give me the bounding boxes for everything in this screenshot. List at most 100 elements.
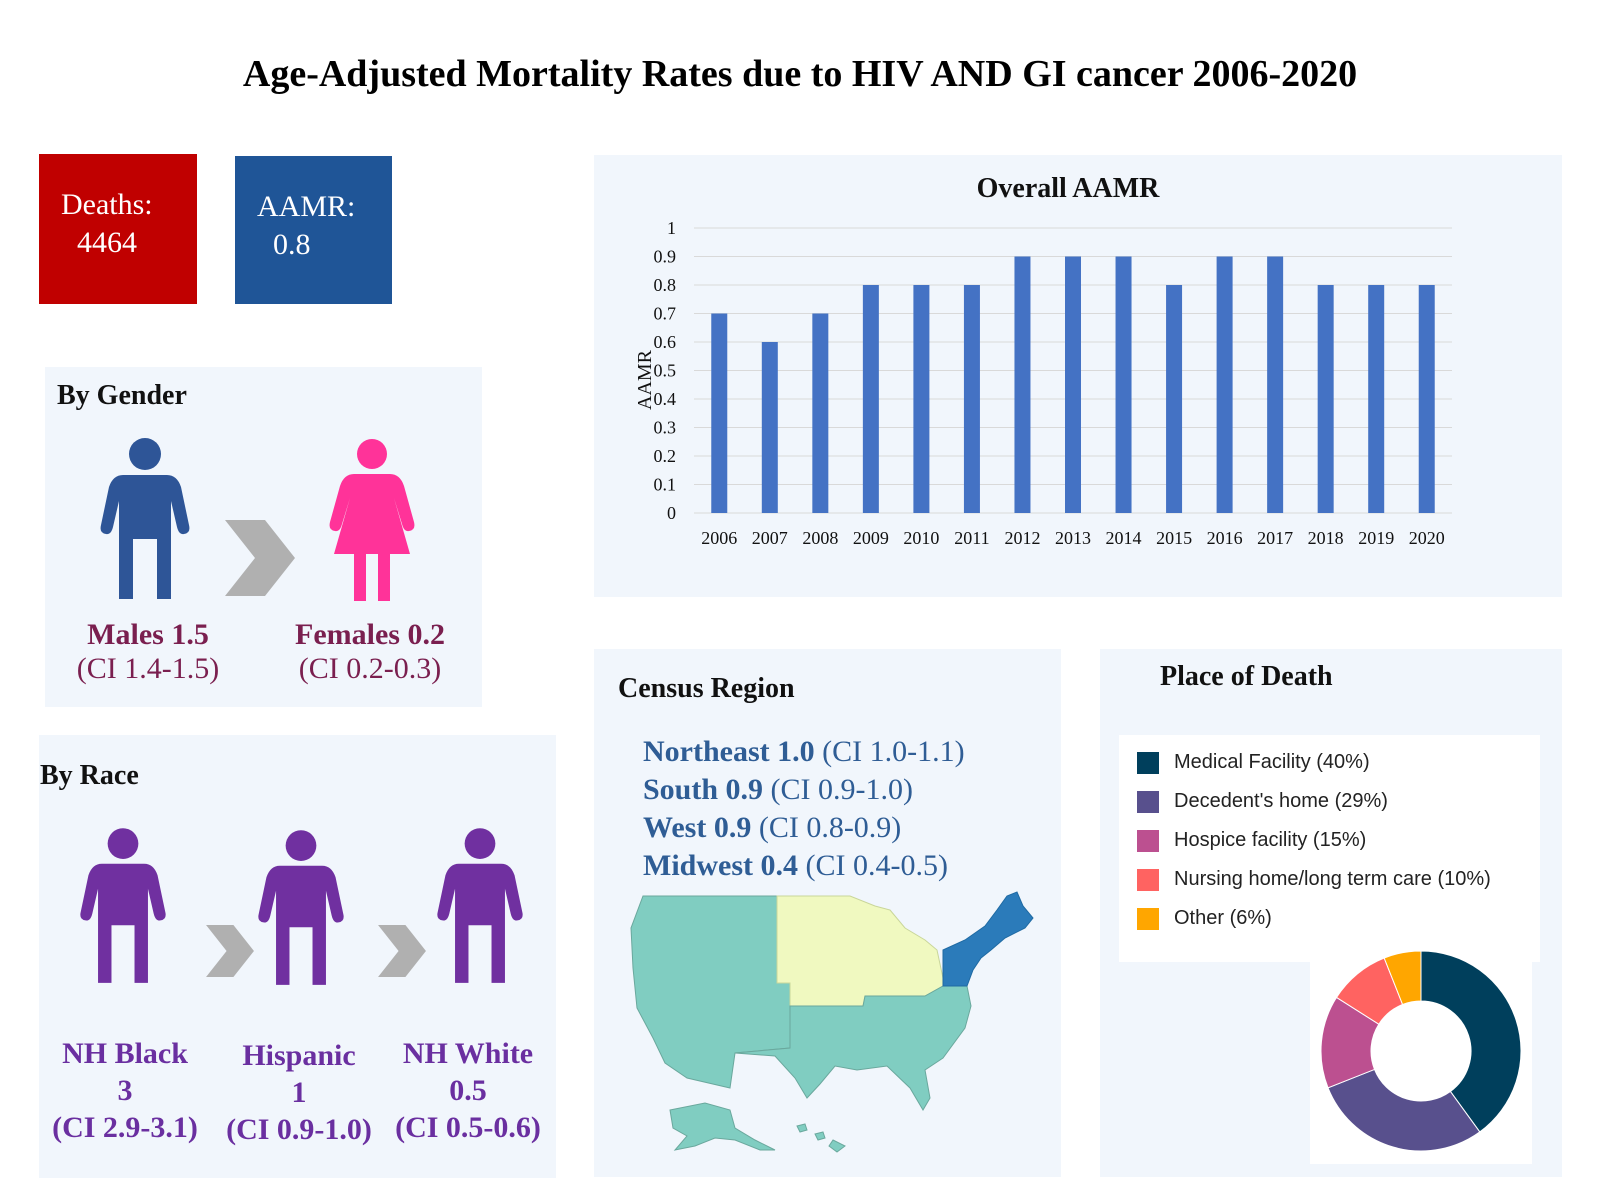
legend-swatch [1137,829,1159,852]
region-ci: (CI 0.8-0.9) [758,811,902,844]
map-region-northeast [942,891,1034,987]
bar-2006 [711,313,728,513]
race-stat-nh-white: NH White 0.5 (CI 0.5-0.6) [382,1035,554,1146]
place-of-death-title: Place of Death [1160,661,1333,692]
map-region-midwest [776,895,944,1007]
region-northeast: Northeast 1.0 (CI 1.0-1.1) [643,733,965,771]
race-panel [39,735,556,1178]
bar-2011 [963,285,980,513]
female-ci: (CI 0.2-0.3) [298,652,442,685]
race-name: NH Black [62,1037,188,1070]
chart-title: Overall AAMR [977,173,1161,204]
x-tick-label: 2011 [954,528,989,548]
y-tick-label: 0.6 [654,332,677,352]
bar-2020 [1418,285,1435,513]
race-ci: (CI 0.9-1.0) [226,1113,372,1146]
region-west: West 0.9 (CI 0.8-0.9) [643,809,965,847]
chart-bars [711,256,1435,513]
x-tick-label: 2010 [903,528,939,548]
race-name: NH White [402,1037,534,1070]
region-midwest: Midwest 0.4 (CI 0.4-0.5) [643,847,965,885]
deaths-kpi-box: Deaths: 4464 [39,154,197,304]
y-axis-ticks: 0 0.1 0.2 0.3 0.4 0.5 0.6 0.7 0.8 0.9 1 [654,218,677,523]
x-tick-label: 2019 [1358,528,1394,548]
x-tick-label: 2017 [1257,528,1293,548]
x-tick-label: 2008 [802,528,838,548]
chevron-right-icon [206,925,254,977]
person-icon [437,828,523,983]
legend-label: Decedent's home (29%) [1174,790,1388,812]
y-tick-label: 0.5 [654,361,677,381]
deaths-value: 4464 [77,226,137,259]
region-ci: (CI 1.0-1.1) [822,735,965,768]
y-tick-label: 0.9 [654,247,677,267]
bar-2013 [1065,256,1081,513]
y-tick-label: 0.7 [654,304,677,324]
region-name: West 0.9 [643,811,752,844]
gender-section-title: By Gender [57,380,187,411]
bar-2009 [862,285,879,513]
bar-2015 [1166,285,1183,513]
male-person-icon [100,438,190,599]
male-label: Males 1.5 [87,618,209,651]
legend-item: Nursing home/long term care (10%) [1137,860,1540,899]
chevron-right-icon [225,520,295,596]
race-value: 0.5 [449,1074,487,1107]
region-name: Midwest 0.4 [643,849,798,882]
race-stat-hispanic: Hispanic 1 (CI 0.9-1.0) [214,1037,384,1148]
region-list: Northeast 1.0 (CI 1.0-1.1) South 0.9 (CI… [643,733,965,885]
aamr-label: AAMR: [257,190,356,223]
male-stat: Males 1.5 (CI 1.4-1.5) [48,618,248,686]
x-tick-label: 2007 [752,528,788,548]
legend-label: Medical Facility (40%) [1174,751,1370,773]
legend-item: Hospice facility (15%) [1137,821,1540,860]
legend-item: Other (6%) [1137,899,1540,938]
race-section-title: By Race [40,760,139,791]
census-region-title: Census Region [618,673,795,704]
y-axis-label: AAMR [634,349,656,410]
y-tick-label: 0.4 [654,389,677,409]
map-region-alaska [669,1102,776,1151]
race-value: 3 [117,1074,133,1107]
donut-slice-0 [1420,950,1522,1133]
place-of-death-donut-chart [1320,950,1522,1152]
legend-swatch [1137,868,1159,891]
male-ci: (CI 1.4-1.5) [76,652,220,685]
race-name: Hispanic [242,1039,356,1072]
donut-slice-4 [1383,950,1422,1006]
race-stat-nh-black: NH Black 3 (CI 2.9-3.1) [40,1035,210,1146]
legend-swatch [1137,751,1159,774]
x-tick-label: 2009 [853,528,889,548]
y-tick-label: 0 [667,503,676,523]
race-value: 1 [291,1076,307,1109]
x-tick-label: 2013 [1055,528,1091,548]
legend-label: Hospice facility (15%) [1174,829,1367,851]
y-tick-label: 0.8 [654,275,677,295]
x-tick-label: 2015 [1156,528,1192,548]
map-region-south [734,985,972,1111]
map-region-hawaii [796,1123,846,1153]
legend-swatch [1137,907,1159,930]
page-title: Age-Adjusted Mortality Rates due to HIV … [242,53,1358,95]
legend-item: Decedent's home (29%) [1137,782,1540,821]
region-ci: (CI 0.9-1.0) [770,773,914,806]
aamr-kpi-box: AAMR: 0.8 [235,156,392,304]
map-region-west [630,895,791,1089]
x-tick-label: 2016 [1207,528,1243,548]
x-tick-label: 2012 [1004,528,1040,548]
deaths-label: Deaths: [61,188,153,221]
bar-2014 [1115,256,1132,513]
legend-label: Other (6%) [1174,907,1272,929]
region-name: Northeast 1.0 [643,735,815,768]
person-icon [80,828,166,983]
race-ci: (CI 0.5-0.6) [395,1111,541,1144]
x-tick-label: 2018 [1308,528,1344,548]
legend-label: Nursing home/long term care (10%) [1174,868,1491,890]
us-census-region-map [630,891,1034,1153]
x-tick-label: 2020 [1409,528,1445,548]
bar-2010 [913,285,930,513]
overall-aamr-chart: Overall AAMR AAMR 0 0.1 0.2 0.3 0.4 0.5 0.6 0.7… [634,173,1452,548]
y-tick-label: 0.1 [654,475,677,495]
y-tick-label: 1 [667,218,676,238]
place-of-death-legend: Medical Facility (40%) Decedent's home (… [1119,735,1540,962]
